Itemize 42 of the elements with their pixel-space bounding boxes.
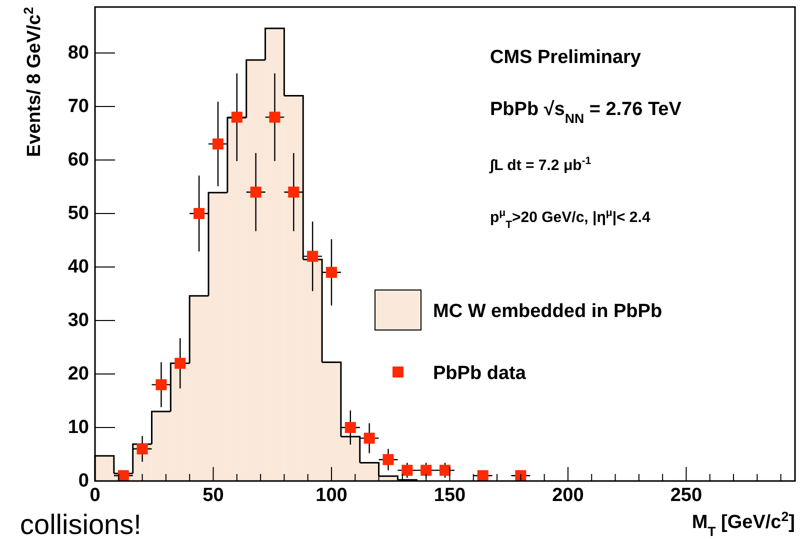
annotation: p$^{μ}$$_{T}$>20 GeV/c, |η$^{μ}$|< 2.4: [490, 207, 651, 231]
y-tick-label: 10: [68, 417, 89, 438]
point: [288, 186, 300, 198]
x-tick-label: 100: [316, 485, 348, 506]
point: [136, 443, 148, 454]
point: [382, 454, 394, 466]
point: [174, 358, 186, 369]
x-tick-label: 200: [552, 485, 584, 506]
point: [326, 266, 337, 278]
y-tick-label: 30: [68, 310, 89, 332]
y-tick-label: 40: [68, 256, 89, 278]
x-tick-label: 150: [434, 485, 466, 506]
point: [269, 112, 280, 123]
point: [402, 464, 413, 476]
annotation: ∫L dt = 7.2 μb$^{-1}$: [489, 155, 592, 174]
point: [440, 464, 450, 476]
point: [344, 422, 356, 433]
point: [156, 379, 167, 390]
y-tick-label: 60: [68, 150, 89, 171]
y-tick-label: 0: [78, 470, 89, 492]
point: [515, 470, 526, 482]
point: [307, 250, 318, 262]
x-tick-label: 250: [670, 485, 702, 506]
legend-label: PbPb data: [433, 363, 526, 384]
annotation: PbPb √s$_{NN}$ = 2.76 TeV: [490, 99, 682, 126]
annotation: CMS Preliminary: [490, 47, 642, 68]
point: [212, 138, 224, 150]
x-axis-title: M$_{T}$ [GeV/c$^{2}$]: [692, 508, 795, 538]
legend-label: MC W embedded in PbPb: [433, 301, 662, 322]
y-tick-label: 80: [68, 42, 89, 64]
point: [194, 208, 205, 220]
point: [477, 470, 488, 482]
point: [250, 186, 262, 198]
y-tick-label: 70: [68, 96, 89, 118]
point: [118, 470, 129, 482]
point: [364, 432, 375, 444]
y-tick-label: 20: [68, 364, 89, 384]
point: [420, 464, 432, 476]
point: [231, 112, 242, 123]
x-tick-label: 50: [202, 485, 224, 506]
text: collisions!: [20, 509, 142, 539]
y-tick-label: 50: [68, 203, 89, 224]
